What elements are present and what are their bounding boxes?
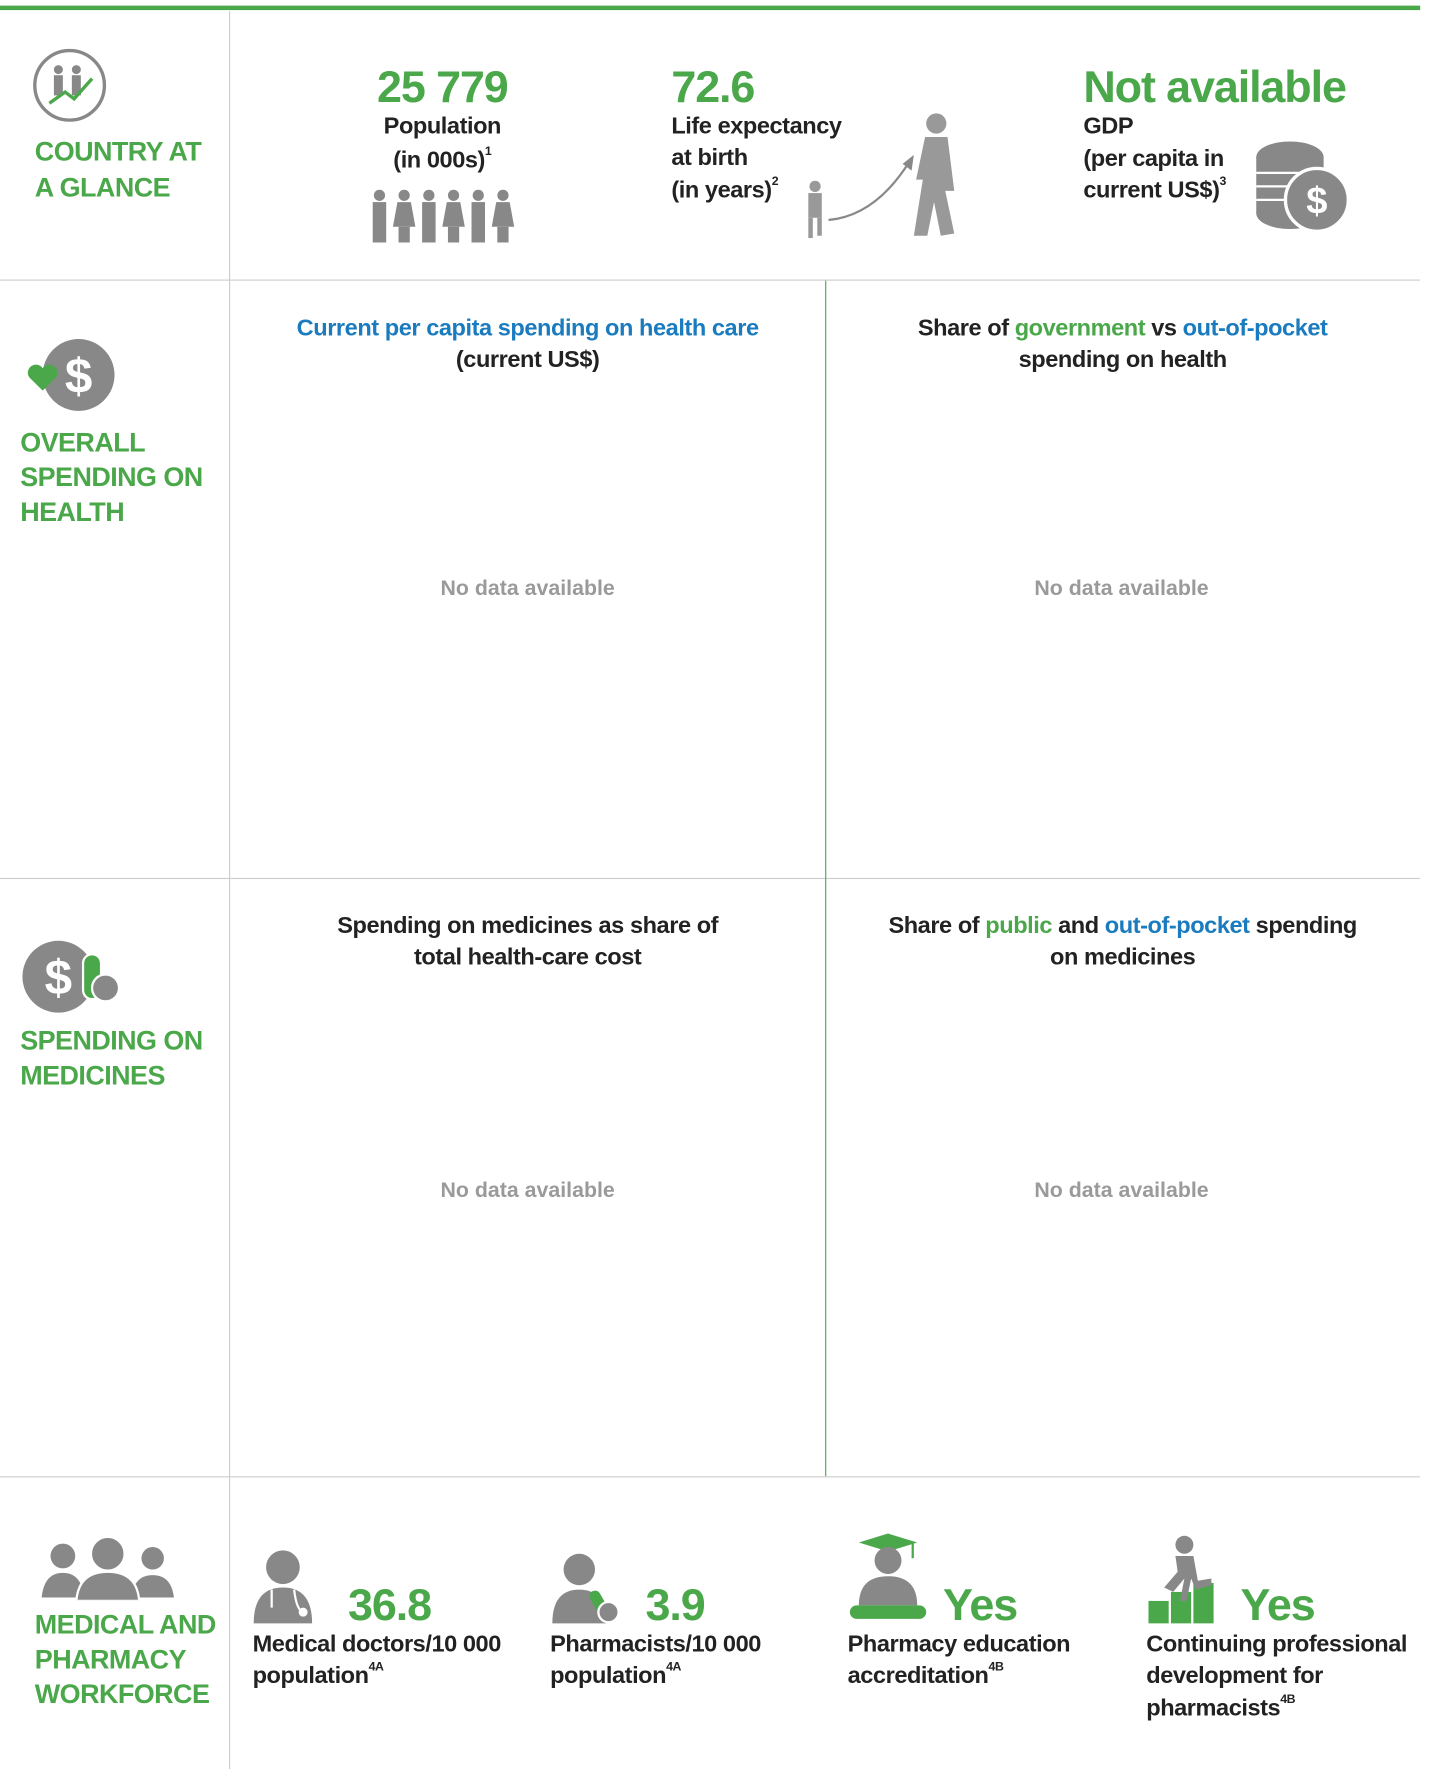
medicine-spending-icon: $ xyxy=(20,939,123,1015)
doctor-icon xyxy=(251,1547,314,1626)
footnote: 4B xyxy=(989,1660,1004,1673)
label-text: accreditation xyxy=(848,1663,989,1689)
graduate-icon xyxy=(848,1534,929,1626)
title-part: Share of xyxy=(918,315,1015,341)
chart-title: total health-care cost xyxy=(414,945,641,969)
people-icon xyxy=(368,189,520,245)
workforce-label: accreditation4B xyxy=(848,1664,1004,1688)
workforce-label: development for xyxy=(1146,1664,1323,1688)
life-expectancy-value: 72.6 xyxy=(671,65,754,110)
chart-title: spending on health xyxy=(1019,348,1227,372)
title-part: government xyxy=(1015,315,1145,341)
section-heading: SPENDING ON xyxy=(20,1028,202,1055)
development-icon xyxy=(1146,1534,1220,1626)
workforce-label: population4A xyxy=(253,1664,384,1688)
page: COUNTRY AT A GLANCE 25 779 Population (i… xyxy=(0,0,1437,1769)
title-part: vs xyxy=(1145,315,1183,341)
chart-subtitle: (current US$) xyxy=(456,348,600,372)
gdp-label: GDP xyxy=(1083,115,1133,139)
gdp-label: current US$)3 xyxy=(1083,179,1226,203)
footnote: 2 xyxy=(772,175,778,188)
label-text: population xyxy=(253,1663,369,1689)
chart-title: Spending on medicines as share of xyxy=(337,914,718,938)
workforce-label: population4A xyxy=(550,1664,681,1688)
chart-title: Share of public and out-of-pocket spendi… xyxy=(888,914,1356,938)
row-rule xyxy=(0,280,1420,281)
workforce-label: pharmacists4B xyxy=(1146,1696,1295,1720)
pharmacist-icon xyxy=(550,1552,629,1626)
workforce-value: 36.8 xyxy=(348,1583,431,1628)
population-value: 25 779 xyxy=(377,65,508,110)
footnote: 1 xyxy=(485,145,491,158)
workforce-value: 3.9 xyxy=(646,1583,705,1628)
column-rule xyxy=(229,11,230,1769)
chart-title: on medicines xyxy=(1050,945,1195,969)
cell-rule xyxy=(825,281,826,1477)
row-rule xyxy=(0,1476,1420,1477)
workforce-label: Pharmacy education xyxy=(848,1632,1071,1656)
no-data: No data available xyxy=(1034,1180,1208,1201)
title-part: public xyxy=(985,913,1052,939)
workforce-label: Pharmacists/10 000 xyxy=(550,1632,761,1656)
title-part: out-of-pocket xyxy=(1183,315,1328,341)
workforce-label: Medical doctors/10 000 xyxy=(253,1632,501,1656)
no-data: No data available xyxy=(441,578,615,599)
workforce-label: Continuing professional xyxy=(1146,1632,1407,1656)
workforce-value: Yes xyxy=(943,1583,1017,1628)
title-part: and xyxy=(1052,913,1105,939)
svg-text:$: $ xyxy=(65,349,92,404)
label-text: (in years) xyxy=(671,177,771,203)
footnote: 4A xyxy=(666,1660,681,1673)
section-heading: COUNTRY AT xyxy=(35,139,202,166)
growth-icon xyxy=(797,112,977,244)
footnote: 4A xyxy=(369,1660,384,1673)
svg-text:$: $ xyxy=(45,951,72,1006)
life-expectancy-label: (in years)2 xyxy=(671,179,778,203)
label-text: (in 000s) xyxy=(393,147,485,173)
title-part: spending xyxy=(1250,913,1357,939)
chart-title: Current per capita spending on health ca… xyxy=(297,317,759,341)
section-heading: MEDICAL AND xyxy=(35,1612,216,1639)
no-data: No data available xyxy=(441,1180,615,1201)
family-icon xyxy=(31,47,110,126)
workforce-icon xyxy=(38,1536,177,1601)
gdp-value: Not available xyxy=(1083,65,1345,110)
section-heading: MEDICINES xyxy=(20,1063,165,1090)
footnote: 4B xyxy=(1280,1693,1295,1706)
title-part: out-of-pocket xyxy=(1105,913,1250,939)
label-text: population xyxy=(550,1663,666,1689)
section-heading: A GLANCE xyxy=(35,175,170,202)
chart-title: Share of government vs out-of-pocket xyxy=(918,317,1328,341)
workforce-value: Yes xyxy=(1241,1583,1315,1628)
title-part: Share of xyxy=(888,913,985,939)
no-data: No data available xyxy=(1034,578,1208,599)
coins-icon: $ xyxy=(1252,135,1353,238)
gdp-label: (per capita in xyxy=(1083,147,1223,171)
section-heading: SPENDING ON xyxy=(20,465,202,492)
population-label: (in 000s)1 xyxy=(393,148,491,172)
life-expectancy-label: at birth xyxy=(671,146,747,170)
section-heading: OVERALL xyxy=(20,430,145,457)
svg-text:$: $ xyxy=(1306,179,1327,222)
section-heading: WORKFORCE xyxy=(35,1682,210,1709)
label-text: pharmacists xyxy=(1146,1695,1280,1721)
section-heading: PHARMACY xyxy=(35,1647,186,1674)
footnote: 3 xyxy=(1219,175,1225,188)
infographic: COUNTRY AT A GLANCE 25 779 Population (i… xyxy=(0,0,1437,1769)
section-heading: HEALTH xyxy=(20,500,124,527)
top-rule xyxy=(0,6,1420,10)
health-spending-icon: $ xyxy=(27,337,119,413)
population-label: Population xyxy=(384,115,501,139)
label-text: current US$) xyxy=(1083,177,1219,203)
row-rule xyxy=(0,878,1420,879)
